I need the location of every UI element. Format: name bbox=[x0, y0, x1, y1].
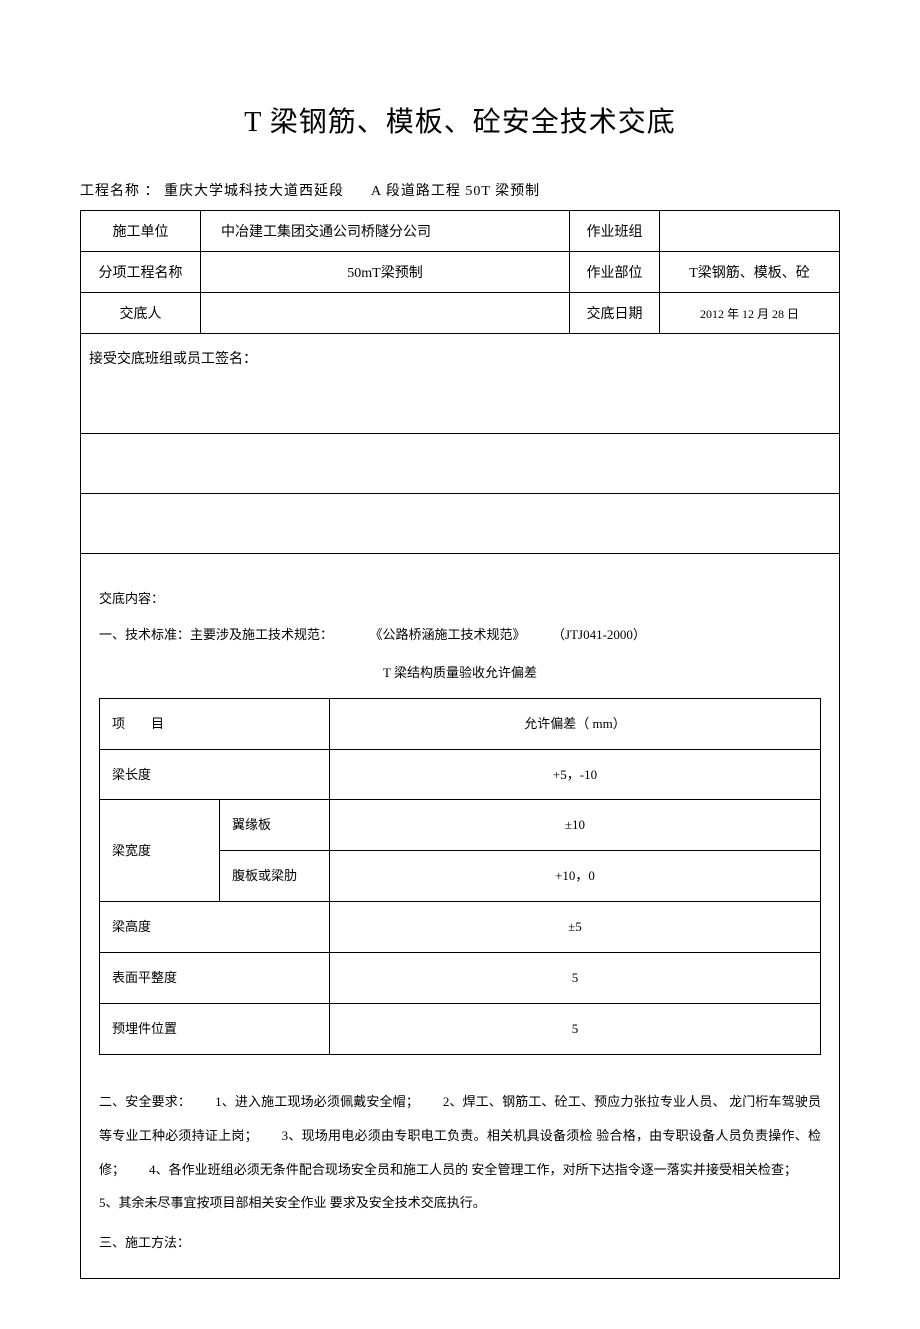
s2-line5a: 要求及安全技术交底执行。 bbox=[330, 1195, 486, 1210]
tolerance-table: 项 目 允许偏差（ mm） 梁长度 +5，-10 梁宽度 翼缘板 ±10 腹板或… bbox=[99, 698, 821, 1055]
table-row: 分项工程名称 50mT梁预制 作业部位 T梁钢筋、模板、砼 bbox=[81, 252, 840, 293]
row-item: 梁长度 bbox=[100, 749, 330, 800]
work-part-label: 作业部位 bbox=[570, 252, 660, 293]
disclosure-date-label: 交底日期 bbox=[570, 293, 660, 334]
table-row: 项 目 允许偏差（ mm） bbox=[100, 698, 821, 749]
disclosure-person-value bbox=[201, 293, 570, 334]
row-value: 5 bbox=[330, 953, 821, 1004]
table-row: 交底人 交底日期 2012 年 12 月 28 日 bbox=[81, 293, 840, 334]
work-team-value bbox=[660, 211, 840, 252]
sub-project-value: 50mT梁预制 bbox=[201, 252, 570, 293]
section1-spec: 《公路桥涵施工技术规范》 bbox=[370, 627, 526, 642]
content-heading: 交底内容： bbox=[99, 584, 821, 614]
s2-line4a: 安全管理工作，对所下达指令逐一落实并接受相关检查； bbox=[471, 1162, 797, 1177]
row-sub: 腹板或梁肋 bbox=[220, 851, 330, 902]
table-row: 梁长度 +5，-10 bbox=[100, 749, 821, 800]
s2-p3: 3、现场用电必须由专职电工负责。相关机具设备须检 bbox=[282, 1128, 593, 1143]
section-3-heading: 三、施工方法： bbox=[99, 1228, 821, 1258]
table-row: 施工单位 中冶建工集团交通公司桥隧分公司 作业班组 bbox=[81, 211, 840, 252]
section-2-text: 二、安全要求： 1、进入施工现场必须佩戴安全帽； 2、焊工、钢筋工、砼工、预应力张拉… bbox=[99, 1085, 821, 1220]
section1-code: （JTJ041-2000） bbox=[552, 627, 646, 642]
row-item: 表面平整度 bbox=[100, 953, 330, 1004]
row-value: 5 bbox=[330, 1004, 821, 1055]
row-item: 梁宽度 bbox=[100, 800, 220, 902]
work-part-value: T梁钢筋、模板、砼 bbox=[660, 252, 840, 293]
row-value: +10，0 bbox=[330, 851, 821, 902]
project-name-line: 工程名称 ： 重庆大学城科技大道西延段 A 段道路工程 50T 梁预制 bbox=[80, 180, 840, 200]
table-row: 梁宽度 翼缘板 ±10 bbox=[100, 800, 821, 851]
project-value-1: 重庆大学城科技大道西延段 bbox=[164, 184, 344, 199]
row-item: 预埋件位置 bbox=[100, 1004, 330, 1055]
project-value-2: A 段道路工程 bbox=[371, 184, 461, 199]
s2-prefix: 二、安全要求： bbox=[99, 1094, 191, 1109]
table-row: 梁高度 ±5 bbox=[100, 902, 821, 953]
header-table: 施工单位 中冶建工集团交通公司桥隧分公司 作业班组 分项工程名称 50mT梁预制… bbox=[80, 210, 840, 554]
construction-unit-value: 中冶建工集团交通公司桥隧分公司 bbox=[201, 211, 570, 252]
signature-row: 接受交底班组或员工签名： bbox=[81, 334, 840, 434]
tolerance-header-item: 项 目 bbox=[100, 698, 330, 749]
s2-p1: 1、进入施工现场必须佩戴安全帽； bbox=[215, 1094, 419, 1109]
construction-unit-label: 施工单位 bbox=[81, 211, 201, 252]
empty-row bbox=[81, 434, 840, 494]
work-team-label: 作业班组 bbox=[570, 211, 660, 252]
tolerance-title: T 梁结构质量验收允许偏差 bbox=[99, 658, 821, 688]
s2-p4: 4、各作业班组必须无条件配合现场安全员和施工人员的 bbox=[149, 1162, 468, 1177]
section1-label: 一、技术标准：主要涉及施工技术规范： bbox=[99, 627, 333, 642]
signature-cell: 接受交底班组或员工签名： bbox=[81, 334, 840, 434]
empty-cell bbox=[81, 494, 840, 554]
row-value: +5，-10 bbox=[330, 749, 821, 800]
row-value: ±5 bbox=[330, 902, 821, 953]
row-value: ±10 bbox=[330, 800, 821, 851]
disclosure-date-value: 2012 年 12 月 28 日 bbox=[660, 293, 840, 334]
empty-row bbox=[81, 494, 840, 554]
s2-p5: 5、其余未尽事宜按项目部相关安全作业 bbox=[99, 1195, 327, 1210]
table-row: 表面平整度 5 bbox=[100, 953, 821, 1004]
table-row: 预埋件位置 5 bbox=[100, 1004, 821, 1055]
section-1-line: 一、技术标准：主要涉及施工技术规范： 《公路桥涵施工技术规范》 （JTJ041-… bbox=[99, 620, 821, 650]
sub-project-label: 分项工程名称 bbox=[81, 252, 201, 293]
row-item: 梁高度 bbox=[100, 902, 330, 953]
empty-cell bbox=[81, 434, 840, 494]
project-value-3: 50T 梁预制 bbox=[465, 184, 540, 199]
document-title: T 梁钢筋、模板、砼安全技术交底 bbox=[80, 100, 840, 140]
row-sub: 翼缘板 bbox=[220, 800, 330, 851]
content-cell: 交底内容： 一、技术标准：主要涉及施工技术规范： 《公路桥涵施工技术规范》 （J… bbox=[80, 554, 840, 1279]
project-label: 工程名称 ： bbox=[80, 184, 160, 199]
disclosure-person-label: 交底人 bbox=[81, 293, 201, 334]
tolerance-header-value: 允许偏差（ mm） bbox=[330, 698, 821, 749]
s2-p2: 2、焊工、钢筋工、砼工、预应力张拉专业人员、 bbox=[443, 1094, 726, 1109]
